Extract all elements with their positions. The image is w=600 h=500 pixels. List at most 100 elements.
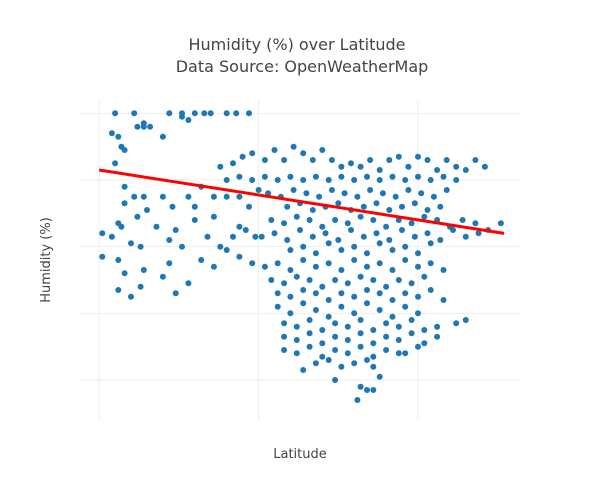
data-point-31	[223, 193, 230, 200]
data-point-226	[300, 287, 307, 293]
data-point-114	[415, 173, 421, 180]
data-point-94	[443, 157, 450, 163]
data-point-270	[344, 337, 351, 343]
data-point-10	[147, 123, 154, 130]
data-point-87	[376, 167, 383, 173]
data-point-95	[453, 163, 460, 170]
data-point-178	[437, 237, 444, 243]
data-point-299	[357, 383, 364, 390]
data-point-295	[376, 373, 383, 380]
data-point-163	[472, 220, 479, 227]
data-point-189	[351, 243, 358, 250]
data-point-266	[293, 337, 300, 343]
data-point-239	[287, 310, 294, 317]
data-point-6	[131, 110, 138, 117]
data-point-184	[287, 247, 294, 253]
data-point-243	[338, 303, 345, 310]
regression-line	[98, 168, 505, 235]
data-point-24	[121, 183, 128, 190]
data-point-262	[434, 323, 441, 330]
data-point-244	[351, 310, 358, 317]
data-point-108	[338, 173, 345, 180]
data-point-17	[233, 110, 240, 117]
data-point-170	[335, 237, 342, 243]
data-point-52	[134, 213, 141, 220]
data-point-82	[328, 157, 335, 163]
data-point-264	[462, 317, 469, 323]
data-point-43	[166, 237, 173, 243]
data-point-217	[344, 280, 351, 287]
data-point-40	[128, 240, 134, 247]
data-point-176	[411, 233, 418, 240]
data-point-117	[453, 177, 460, 183]
data-point-15	[207, 110, 214, 117]
data-point-118	[255, 187, 262, 193]
data-point-285	[370, 353, 377, 360]
data-point-98	[481, 163, 488, 170]
data-point-149	[293, 213, 300, 220]
data-point-233	[389, 297, 396, 303]
data-point-84	[348, 160, 354, 167]
data-point-141	[373, 200, 380, 207]
data-point-27	[159, 193, 166, 200]
data-point-261	[421, 327, 428, 333]
data-point-129	[392, 193, 399, 200]
data-point-202	[338, 267, 345, 273]
data-point-19	[140, 120, 147, 127]
data-point-287	[395, 350, 402, 357]
data-point-237	[440, 297, 447, 303]
data-point-92	[424, 157, 431, 163]
data-point-122	[303, 190, 310, 197]
data-point-254	[332, 320, 339, 327]
data-point-256	[357, 317, 364, 323]
data-point-168	[309, 233, 316, 240]
data-point-18	[246, 110, 252, 117]
data-point-56	[115, 257, 122, 263]
data-point-107	[325, 177, 332, 183]
data-point-57	[121, 270, 128, 277]
data-point-222	[408, 280, 415, 287]
data-point-269	[332, 333, 339, 340]
data-point-260	[408, 317, 415, 323]
data-point-278	[281, 347, 288, 353]
chart-title: Humidity (%) over Latitude	[188, 35, 405, 54]
data-point-236	[427, 287, 434, 293]
data-point-46	[204, 233, 211, 240]
data-point-252	[306, 317, 313, 323]
data-point-250	[281, 320, 288, 327]
data-point-70	[115, 287, 122, 293]
data-point-45	[191, 217, 198, 223]
data-point-61	[185, 280, 192, 287]
data-point-126	[354, 193, 361, 200]
data-point-274	[395, 337, 402, 343]
data-point-201	[325, 260, 332, 267]
data-point-48	[230, 233, 236, 240]
data-point-1	[99, 230, 106, 237]
data-point-33	[246, 203, 252, 210]
data-point-11	[159, 133, 166, 140]
data-point-214	[306, 277, 313, 283]
data-point-187	[325, 240, 332, 247]
data-point-23	[112, 160, 119, 167]
data-point-213	[293, 273, 300, 280]
data-point-103	[274, 177, 281, 183]
data-point-166	[284, 237, 291, 243]
data-point-200	[312, 263, 319, 270]
data-point-240	[300, 300, 307, 307]
data-point-234	[402, 290, 409, 297]
data-point-30	[210, 193, 217, 200]
data-point-154	[357, 213, 364, 220]
data-point-302	[354, 397, 361, 403]
data-point-85	[357, 163, 364, 170]
data-point-140	[360, 203, 367, 210]
data-point-263	[453, 320, 460, 327]
data-point-294	[300, 367, 307, 373]
points-layer	[99, 110, 504, 403]
data-point-196	[261, 263, 268, 270]
data-point-276	[421, 340, 428, 347]
data-point-194	[415, 250, 421, 257]
data-point-288	[312, 360, 319, 367]
data-point-197	[274, 260, 281, 267]
data-point-123	[316, 193, 323, 200]
